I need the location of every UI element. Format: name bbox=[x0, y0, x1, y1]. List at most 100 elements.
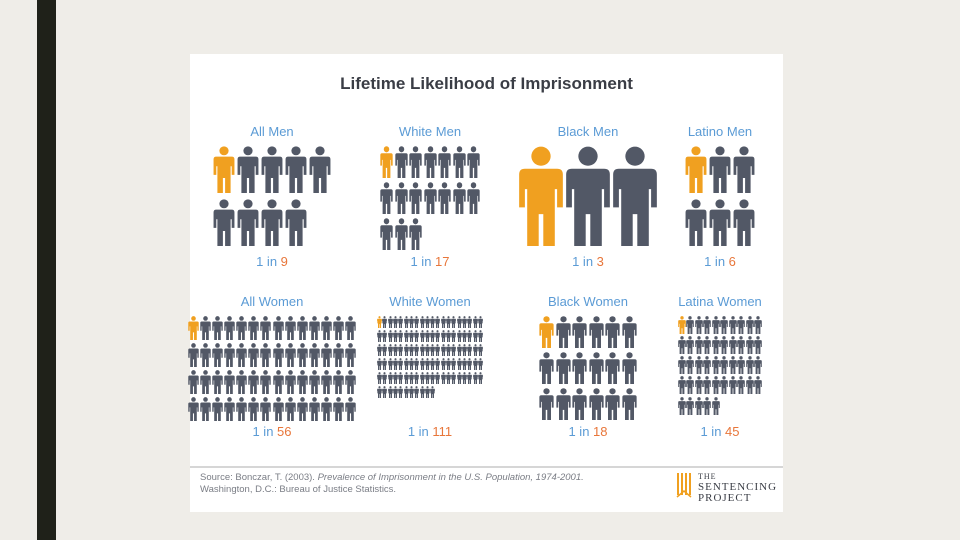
person-icon bbox=[737, 356, 745, 375]
person-icon bbox=[711, 356, 720, 375]
person-icon bbox=[435, 316, 441, 328]
person-icon bbox=[272, 369, 284, 394]
person-icon bbox=[745, 356, 754, 375]
person-icon bbox=[403, 330, 409, 342]
person-icon bbox=[539, 352, 554, 384]
person-icon bbox=[472, 330, 478, 342]
person-icon bbox=[321, 369, 332, 394]
person-icon bbox=[430, 316, 436, 328]
person-icon bbox=[440, 330, 446, 342]
person-icon bbox=[414, 344, 420, 356]
person-icon bbox=[387, 358, 393, 370]
person-icon bbox=[467, 146, 480, 178]
person-icon bbox=[462, 316, 467, 328]
person-icon bbox=[430, 372, 436, 384]
person-icon bbox=[419, 316, 425, 328]
person-icon bbox=[589, 387, 604, 420]
person-icon bbox=[296, 369, 308, 394]
person-icon bbox=[451, 358, 457, 370]
person-icon bbox=[403, 358, 409, 370]
person-icon bbox=[430, 330, 436, 342]
person-icon bbox=[333, 316, 344, 340]
person-icon bbox=[737, 376, 745, 395]
person-icon bbox=[224, 369, 235, 394]
person-icon bbox=[212, 343, 223, 367]
person-icon bbox=[414, 358, 420, 370]
person-icon bbox=[380, 217, 393, 250]
person-icon bbox=[296, 396, 308, 421]
person-icon bbox=[440, 316, 446, 328]
pictograph-panel: All Men 1 in 9 bbox=[192, 54, 352, 454]
person-icon bbox=[409, 217, 422, 250]
pictograph-panel: Black Women 1 in 18 bbox=[508, 54, 668, 454]
person-icon bbox=[424, 358, 430, 370]
person-icon bbox=[403, 372, 409, 384]
panel-label: Black Men bbox=[557, 124, 619, 139]
person-icon bbox=[212, 369, 223, 394]
person-icon bbox=[678, 356, 686, 375]
person-icon bbox=[745, 316, 754, 334]
person-icon bbox=[539, 387, 554, 420]
ratio-prefix: 1 in bbox=[407, 424, 433, 439]
person-icon bbox=[419, 358, 425, 370]
person-icon bbox=[260, 369, 272, 394]
ratio-label: 1 in 17 bbox=[350, 254, 510, 269]
person-icon bbox=[686, 396, 695, 415]
person-icon bbox=[703, 316, 712, 334]
person-icon bbox=[272, 396, 284, 421]
person-icon bbox=[393, 372, 398, 384]
person-icon bbox=[424, 386, 430, 398]
person-icon bbox=[711, 336, 720, 355]
person-icon bbox=[309, 316, 320, 340]
person-icon bbox=[711, 316, 720, 334]
person-icon bbox=[555, 352, 571, 384]
person-icon bbox=[467, 358, 473, 370]
ratio-label: 1 in 18 bbox=[508, 424, 668, 439]
person-icon bbox=[678, 336, 686, 355]
person-icon bbox=[686, 316, 695, 334]
panel-label: Black Women bbox=[548, 294, 628, 309]
highlighted-person-icon bbox=[518, 146, 564, 246]
person-icon bbox=[224, 316, 235, 340]
person-icon bbox=[393, 316, 398, 328]
person-icon bbox=[430, 386, 436, 398]
source-line2: Washington, D.C.: Bureau of Justice Stat… bbox=[200, 484, 397, 495]
person-icon bbox=[622, 387, 637, 420]
highlighted-person-icon bbox=[380, 146, 393, 178]
ratio-prefix: 1 in bbox=[700, 424, 726, 439]
person-icon bbox=[622, 352, 637, 384]
person-icon bbox=[345, 396, 356, 421]
person-icon bbox=[224, 396, 235, 421]
ratio-value: 17 bbox=[435, 254, 450, 269]
person-icon bbox=[703, 336, 712, 355]
person-icon bbox=[237, 146, 259, 193]
person-icon bbox=[737, 316, 745, 334]
person-icon bbox=[261, 198, 283, 246]
pictograph-panel: Black Men 1 in 3 bbox=[508, 54, 668, 454]
person-icon bbox=[467, 316, 473, 328]
highlighted-person-icon bbox=[678, 316, 686, 334]
person-icon bbox=[456, 344, 462, 356]
ratio-prefix: 1 in bbox=[568, 424, 594, 439]
person-icon bbox=[377, 386, 382, 398]
person-icon bbox=[285, 198, 307, 246]
person-icon bbox=[612, 146, 658, 246]
person-icon bbox=[678, 376, 686, 395]
person-icon bbox=[188, 396, 199, 421]
person-icon bbox=[451, 330, 457, 342]
person-icon bbox=[446, 344, 451, 356]
person-icon bbox=[200, 369, 211, 394]
person-icon bbox=[387, 386, 393, 398]
ratio-label: 1 in 56 bbox=[192, 424, 352, 439]
person-icon bbox=[248, 369, 260, 394]
person-icon bbox=[478, 316, 483, 328]
person-icon bbox=[478, 330, 483, 342]
person-icon bbox=[398, 358, 404, 370]
person-icon bbox=[236, 316, 248, 340]
person-icon bbox=[387, 330, 393, 342]
person-icon bbox=[188, 343, 199, 367]
person-icon bbox=[478, 344, 483, 356]
person-icon bbox=[686, 376, 695, 395]
person-icon bbox=[414, 330, 420, 342]
person-icon bbox=[296, 343, 308, 367]
